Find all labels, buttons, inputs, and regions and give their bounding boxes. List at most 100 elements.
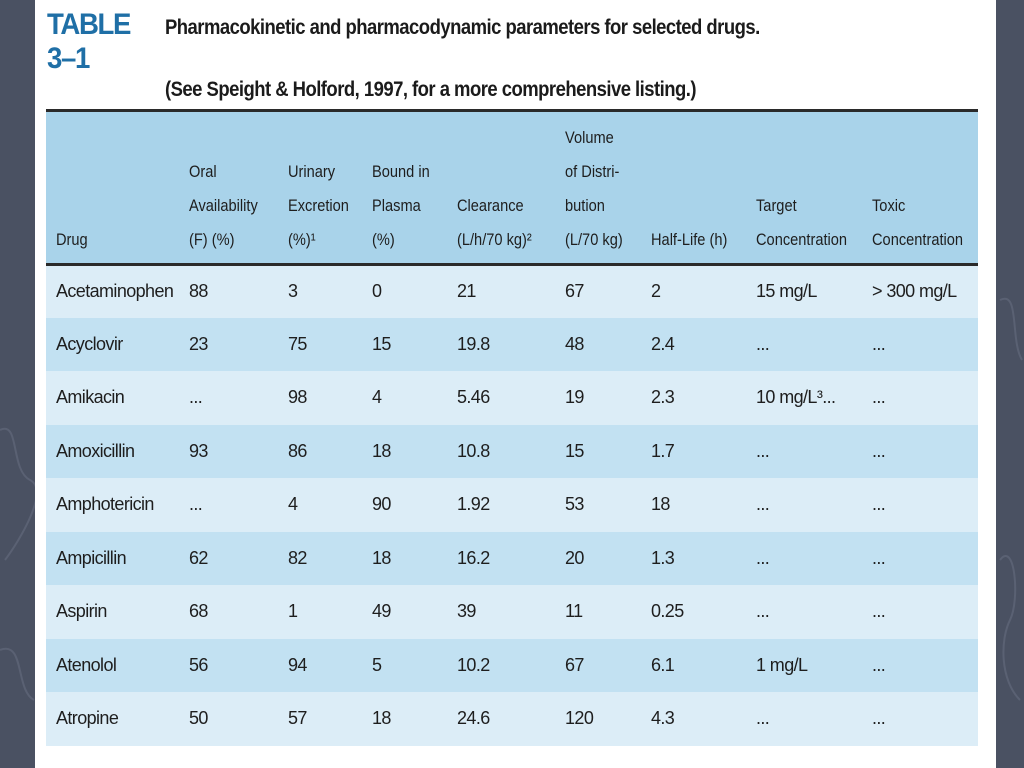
cell-toxic: ...	[862, 585, 978, 639]
cell-urinary: 86	[278, 424, 362, 478]
table-row: Amphotericin... 4 90 1.92 53 18......	[46, 478, 978, 532]
cell-bound: 5	[362, 638, 447, 692]
cell-halflife: 1.3	[641, 531, 746, 585]
cell-bound: 90	[362, 478, 447, 532]
cell-oral: 23	[179, 317, 278, 371]
table-row: Amikacin... 98 4 5.46 19 2.3 10 mg/L³......	[46, 371, 978, 425]
cell-bound: 18	[362, 424, 447, 478]
cell-oral: ...	[179, 478, 278, 532]
cell-bound: 0	[362, 264, 447, 318]
cell-clearance: 24.6	[447, 692, 555, 746]
column-header-line: (L/70 kg)	[565, 229, 623, 249]
cell-toxic: ...	[862, 317, 978, 371]
cell-volume: 15	[555, 424, 641, 478]
column-header-clearance: Clearance (L/h/70 kg)²	[447, 112, 555, 266]
table-row: Aspirin 68 1 49 39 11 0.25......	[46, 585, 978, 639]
cell-bound: 18	[362, 692, 447, 746]
table-row: Atropine 50 57 18 24.6 120 4.3......	[46, 692, 978, 746]
column-header-line: Urinary	[288, 161, 336, 181]
table-row: Acyclovir 23 75 15 19.8 48 2.4......	[46, 317, 978, 371]
cell-bound: 4	[362, 371, 447, 425]
cell-urinary: 82	[278, 531, 362, 585]
cell-toxic: ...	[862, 638, 978, 692]
table-top-rule	[46, 109, 978, 112]
slide-page: TABLE 3–1 Pharmacokinetic and pharmacody…	[35, 0, 996, 768]
column-header-line: (L/h/70 kg)²	[457, 229, 532, 249]
cell-urinary: 1	[278, 585, 362, 639]
cell-clearance: 19.8	[447, 317, 555, 371]
cell-halflife: 4.3	[641, 692, 746, 746]
table-subtitle: (See Speight & Holford, 1997, for a more…	[165, 78, 697, 101]
header-row: Drug Oral Availability (F) (%) Urinary Excret…	[46, 112, 978, 266]
cell-halflife: 6.1	[641, 638, 746, 692]
column-header-line: (%)	[372, 229, 395, 249]
column-header-oral: Oral Availability (F) (%)	[179, 112, 278, 266]
cell-drug: Atenolol	[46, 638, 179, 692]
column-header-drug: Drug	[46, 112, 179, 266]
drug-parameters-table: Drug Oral Availability (F) (%) Urinary Excret…	[46, 112, 978, 746]
cell-oral: 93	[179, 424, 278, 478]
cell-drug: Acyclovir	[46, 317, 179, 371]
table-label: TABLE 3–1	[47, 8, 131, 75]
column-header-line: Clearance	[457, 195, 524, 215]
cell-volume: 67	[555, 638, 641, 692]
column-header-urinary: Urinary Excretion (%)¹	[278, 112, 362, 266]
cell-drug: Ampicillin	[46, 531, 179, 585]
cell-target: ...	[746, 317, 862, 371]
cell-urinary: 98	[278, 371, 362, 425]
cell-urinary: 57	[278, 692, 362, 746]
cell-oral: ...	[179, 371, 278, 425]
column-header-line: (%)¹	[288, 229, 316, 249]
column-header-line: Concentration	[756, 229, 848, 249]
cell-toxic: ...	[862, 692, 978, 746]
cell-clearance: 5.46	[447, 371, 555, 425]
column-header-bound: Bound in Plasma (%)	[362, 112, 447, 266]
column-header-line: (F) (%)	[189, 229, 235, 249]
cell-clearance: 1.92	[447, 478, 555, 532]
table-body: Acetaminophen 88 3 0 21 67 2 15 mg/L > 300 mg/L A…	[46, 264, 978, 746]
table-caption: TABLE 3–1 Pharmacokinetic and pharmacody…	[47, 8, 841, 102]
cell-urinary: 75	[278, 317, 362, 371]
cell-toxic: ...	[862, 531, 978, 585]
cell-volume: 19	[555, 371, 641, 425]
column-header-line: bution	[565, 195, 605, 215]
column-header-line: Oral	[189, 161, 217, 181]
column-header-toxic: Toxic Concentration	[862, 112, 978, 266]
cell-halflife: 0.25	[641, 585, 746, 639]
cell-target: 10 mg/L³...	[746, 371, 862, 425]
cell-halflife: 2.3	[641, 371, 746, 425]
cell-target: ...	[746, 585, 862, 639]
column-header-line: Availability	[189, 195, 258, 215]
column-header-volume: Volume of Distri-bution (L/70 kg)	[555, 112, 641, 266]
column-header-line: of Distri-	[565, 161, 620, 181]
column-header-line: Concentration	[872, 229, 964, 249]
cell-volume: 11	[555, 585, 641, 639]
cell-target: ...	[746, 531, 862, 585]
cell-toxic: ...	[862, 371, 978, 425]
cell-drug: Amphotericin	[46, 478, 179, 532]
cell-halflife: 2.4	[641, 317, 746, 371]
cell-halflife: 18	[641, 478, 746, 532]
cell-bound: 18	[362, 531, 447, 585]
cell-target: 15 mg/L	[746, 264, 862, 318]
cell-clearance: 10.8	[447, 424, 555, 478]
cell-oral: 68	[179, 585, 278, 639]
cell-clearance: 39	[447, 585, 555, 639]
table-header: Drug Oral Availability (F) (%) Urinary Excret…	[46, 112, 978, 266]
column-header-line: Volume	[565, 127, 614, 147]
cell-toxic: ...	[862, 424, 978, 478]
column-header-target: Target Concentration	[746, 112, 862, 266]
column-header-line: Half-Life (h)	[651, 229, 728, 249]
table-row: Amoxicillin 93 86 18 10.8 15 1.7......	[46, 424, 978, 478]
table-row: Ampicillin 62 82 18 16.2 20 1.3......	[46, 531, 978, 585]
cell-halflife: 1.7	[641, 424, 746, 478]
cell-drug: Atropine	[46, 692, 179, 746]
cell-urinary: 3	[278, 264, 362, 318]
cell-volume: 53	[555, 478, 641, 532]
cell-toxic: ...	[862, 478, 978, 532]
column-header-line: Target	[756, 195, 797, 215]
column-header-line: Plasma	[372, 195, 421, 215]
cell-clearance: 16.2	[447, 531, 555, 585]
cell-bound: 15	[362, 317, 447, 371]
cell-urinary: 94	[278, 638, 362, 692]
